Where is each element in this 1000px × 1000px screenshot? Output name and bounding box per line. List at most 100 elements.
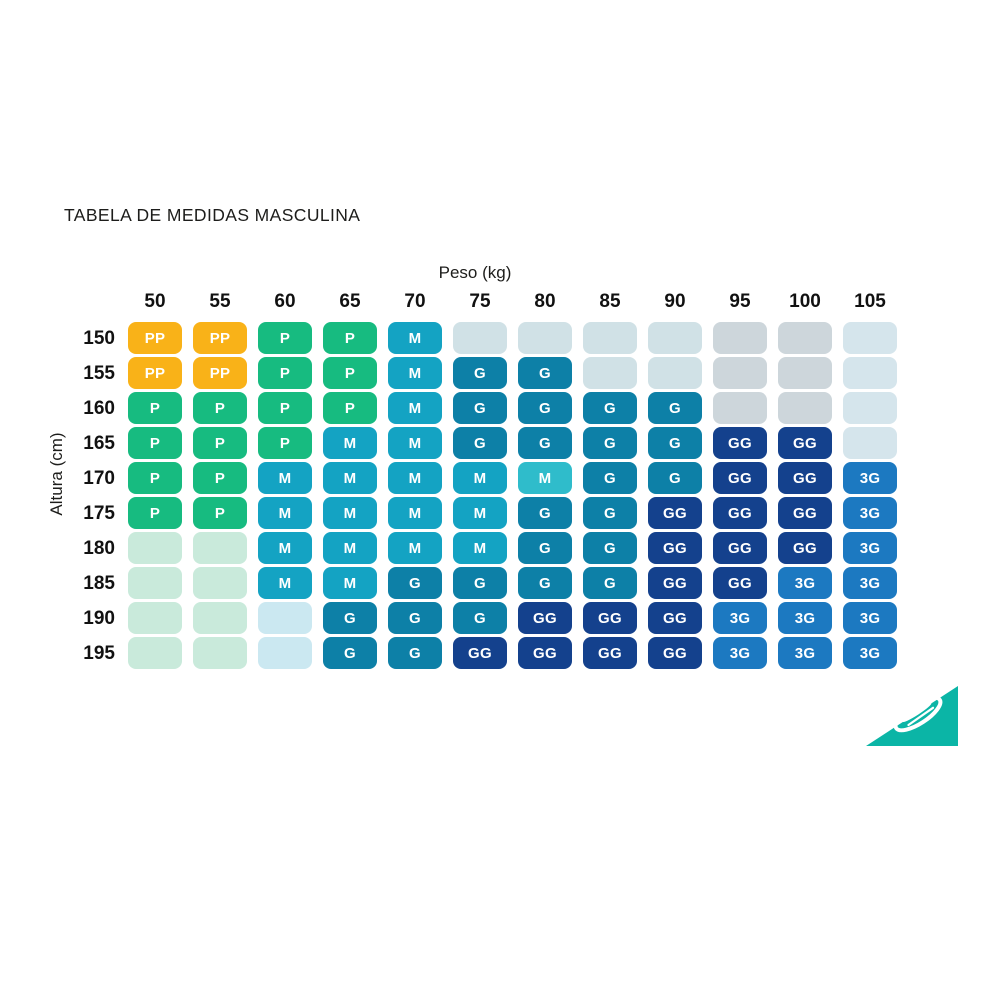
empty-cell-150-95 <box>713 322 767 354</box>
size-cell-165-60: P <box>258 427 312 459</box>
empty-cell-150-85 <box>583 322 637 354</box>
row-header-185: 185 <box>83 573 115 594</box>
size-cell-185-80: G <box>518 567 572 599</box>
size-cell-180-105: 3G <box>843 532 897 564</box>
size-cell-165-75: G <box>453 427 507 459</box>
row-header-190: 190 <box>83 608 115 629</box>
size-cell-170-85: G <box>583 462 637 494</box>
size-cell-155-60: P <box>258 357 312 389</box>
size-cell-160-80: G <box>518 392 572 424</box>
col-header-80: 80 <box>534 291 556 312</box>
empty-cell-150-90 <box>648 322 702 354</box>
col-header-90: 90 <box>664 291 686 312</box>
empty-cell-185-50 <box>128 567 182 599</box>
size-cell-165-50: P <box>128 427 182 459</box>
row-header-165: 165 <box>83 433 115 454</box>
size-cell-175-75: M <box>453 497 507 529</box>
size-cell-155-70: M <box>388 357 442 389</box>
y-axis-title: Altura (cm) <box>47 432 66 516</box>
empty-cell-155-105 <box>843 357 897 389</box>
size-cell-180-65: M <box>323 532 377 564</box>
empty-cell-190-60 <box>258 602 312 634</box>
size-cell-150-50: PP <box>128 322 182 354</box>
empty-cell-150-105 <box>843 322 897 354</box>
size-cell-190-70: G <box>388 602 442 634</box>
size-cell-185-65: M <box>323 567 377 599</box>
size-cell-190-100: 3G <box>778 602 832 634</box>
size-cell-190-85: GG <box>583 602 637 634</box>
size-cell-155-50: PP <box>128 357 182 389</box>
size-cell-185-75: G <box>453 567 507 599</box>
empty-cell-150-100 <box>778 322 832 354</box>
size-cell-160-55: P <box>193 392 247 424</box>
size-cell-175-90: GG <box>648 497 702 529</box>
size-cell-175-100: GG <box>778 497 832 529</box>
size-cell-160-70: M <box>388 392 442 424</box>
size-cell-175-55: P <box>193 497 247 529</box>
empty-cell-150-75 <box>453 322 507 354</box>
empty-cell-195-55 <box>193 637 247 669</box>
size-cell-160-85: G <box>583 392 637 424</box>
col-header-55: 55 <box>209 291 231 312</box>
size-cell-160-65: P <box>323 392 377 424</box>
size-cell-165-95: GG <box>713 427 767 459</box>
row-header-150: 150 <box>83 328 115 349</box>
row-header-180: 180 <box>83 538 115 559</box>
size-cell-170-80: M <box>518 462 572 494</box>
size-cell-155-80: G <box>518 357 572 389</box>
size-cell-165-85: G <box>583 427 637 459</box>
size-cell-175-95: GG <box>713 497 767 529</box>
size-cell-195-105: 3G <box>843 637 897 669</box>
size-cell-185-85: G <box>583 567 637 599</box>
size-cell-150-60: P <box>258 322 312 354</box>
col-header-105: 105 <box>854 291 886 312</box>
size-cell-180-100: GG <box>778 532 832 564</box>
size-cell-185-105: 3G <box>843 567 897 599</box>
row-header-160: 160 <box>83 398 115 419</box>
row-header-155: 155 <box>83 363 115 384</box>
size-cell-170-65: M <box>323 462 377 494</box>
size-cell-180-80: G <box>518 532 572 564</box>
empty-cell-155-90 <box>648 357 702 389</box>
size-cell-165-90: G <box>648 427 702 459</box>
row-header-175: 175 <box>83 503 115 524</box>
empty-cell-165-105 <box>843 427 897 459</box>
col-header-60: 60 <box>274 291 296 312</box>
empty-cell-160-105 <box>843 392 897 424</box>
col-header-95: 95 <box>729 291 751 312</box>
size-cell-195-90: GG <box>648 637 702 669</box>
size-chart-grid: PP PP P P M PP PP P P M G G P P P P M G G G G P P P M M G G G G GG GG P P… <box>128 322 908 672</box>
size-cell-170-50: P <box>128 462 182 494</box>
size-cell-195-100: 3G <box>778 637 832 669</box>
size-cell-185-70: G <box>388 567 442 599</box>
size-cell-190-105: 3G <box>843 602 897 634</box>
size-cell-175-65: M <box>323 497 377 529</box>
empty-cell-190-50 <box>128 602 182 634</box>
size-cell-160-60: P <box>258 392 312 424</box>
size-cell-165-80: G <box>518 427 572 459</box>
size-cell-150-55: PP <box>193 322 247 354</box>
size-cell-175-80: G <box>518 497 572 529</box>
column-headers: 50 55 60 65 70 75 80 85 90 95 100 105 <box>128 285 908 313</box>
size-cell-195-70: G <box>388 637 442 669</box>
size-cell-175-105: 3G <box>843 497 897 529</box>
empty-cell-160-100 <box>778 392 832 424</box>
col-header-70: 70 <box>404 291 426 312</box>
size-cell-170-55: P <box>193 462 247 494</box>
row-header-195: 195 <box>83 643 115 664</box>
page-title: TABELA DE MEDIDAS MASCULINA <box>64 205 361 225</box>
size-cell-160-75: G <box>453 392 507 424</box>
size-cell-160-50: P <box>128 392 182 424</box>
size-cell-160-90: G <box>648 392 702 424</box>
col-header-50: 50 <box>144 291 166 312</box>
size-cell-180-85: G <box>583 532 637 564</box>
size-cell-190-65: G <box>323 602 377 634</box>
empty-cell-150-80 <box>518 322 572 354</box>
size-cell-155-75: G <box>453 357 507 389</box>
empty-cell-195-60 <box>258 637 312 669</box>
size-cell-155-55: PP <box>193 357 247 389</box>
size-cell-185-90: GG <box>648 567 702 599</box>
empty-cell-155-100 <box>778 357 832 389</box>
col-header-75: 75 <box>469 291 491 312</box>
size-cell-190-95: 3G <box>713 602 767 634</box>
